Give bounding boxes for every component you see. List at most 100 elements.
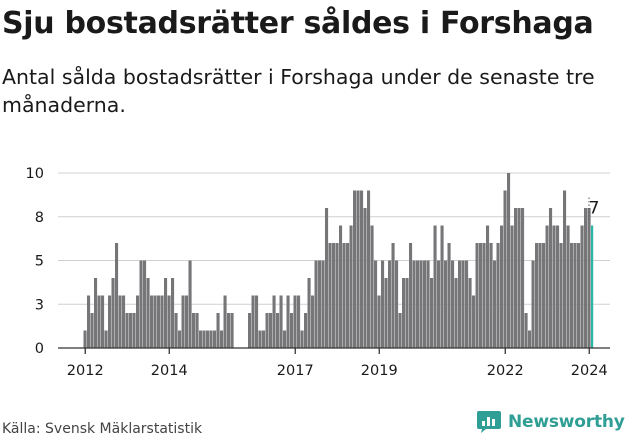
latest-value-label: 7	[589, 199, 600, 219]
bar	[185, 295, 189, 348]
bar	[276, 313, 280, 348]
bar	[517, 208, 521, 348]
bar	[430, 278, 434, 348]
bar	[174, 313, 178, 348]
bar	[125, 313, 129, 348]
bar	[426, 260, 430, 348]
bar	[437, 260, 441, 348]
bar	[283, 330, 287, 348]
bar	[419, 260, 423, 348]
bar	[451, 260, 455, 348]
bar	[528, 330, 532, 348]
bar-latest	[591, 225, 594, 348]
bar	[566, 225, 570, 348]
bar	[314, 260, 318, 348]
y-tick-label: 10	[26, 166, 44, 182]
bar	[90, 313, 94, 348]
bar	[160, 295, 164, 348]
bar-chart: 2012 2014 2017 2019 2022 2024 7 0 3 5 8 10	[26, 166, 610, 379]
bar	[549, 208, 553, 348]
bar	[325, 208, 329, 348]
bar	[258, 330, 262, 348]
x-axis: 2012 2014 2017 2019 2022 2024 7	[58, 197, 610, 379]
bar	[486, 225, 490, 348]
bar	[311, 295, 315, 348]
bar	[374, 260, 378, 348]
brand-name: Newsworthy	[508, 412, 625, 432]
x-tick-label: 2014	[151, 363, 188, 379]
bar	[398, 313, 402, 348]
bar	[580, 225, 584, 348]
bar	[297, 295, 301, 348]
bar	[510, 225, 514, 348]
bar	[458, 260, 462, 348]
bar	[206, 330, 210, 348]
x-tick-label: 2012	[67, 363, 104, 379]
bar	[402, 278, 406, 348]
bar	[503, 190, 507, 348]
bar	[227, 313, 231, 348]
bar	[472, 295, 476, 348]
bar	[531, 260, 535, 348]
y-tick-label: 8	[35, 210, 44, 226]
bar	[118, 295, 122, 348]
bar	[559, 243, 563, 348]
bar	[216, 313, 220, 348]
bar	[409, 243, 413, 348]
bar	[356, 190, 360, 348]
bar	[482, 243, 486, 348]
y-tick-label: 3	[35, 297, 44, 313]
bar	[213, 330, 217, 348]
bar	[290, 313, 294, 348]
bar	[493, 260, 497, 348]
bar	[104, 330, 108, 348]
chart-subtitle: Antal sålda bostadsrätter i Forshaga und…	[2, 65, 595, 117]
bar	[195, 313, 199, 348]
y-axis-labels: 0 3 5 8 10	[26, 166, 44, 357]
bar	[577, 243, 581, 348]
chart-title: Sju bostadsrätter såldes i Forshaga	[2, 6, 594, 41]
bar	[129, 313, 133, 348]
bar	[300, 330, 304, 348]
bar	[507, 173, 511, 348]
bar	[223, 295, 227, 348]
bar	[468, 278, 472, 348]
bar	[136, 295, 140, 348]
bar	[461, 260, 465, 348]
bar	[97, 295, 101, 348]
y-tick-label: 5	[35, 254, 44, 270]
bar	[171, 278, 175, 348]
bar	[454, 278, 458, 348]
bar	[475, 243, 479, 348]
bar	[447, 243, 451, 348]
bar	[584, 208, 588, 348]
bar	[153, 295, 157, 348]
bar	[209, 330, 213, 348]
x-tick-label: 2019	[361, 363, 398, 379]
bar	[192, 313, 196, 348]
bar	[202, 330, 206, 348]
bar-series	[83, 173, 594, 348]
bar	[115, 243, 119, 348]
newsworthy-logo[interactable]: Newsworthy	[476, 408, 625, 436]
bar	[307, 278, 311, 348]
bar	[370, 225, 374, 348]
bar	[339, 225, 343, 348]
bar	[377, 295, 381, 348]
bar	[489, 243, 493, 348]
bar	[111, 278, 115, 348]
y-tick-label: 0	[35, 341, 44, 357]
bar	[573, 243, 577, 348]
bar	[587, 208, 591, 348]
bar	[199, 330, 203, 348]
bar	[262, 330, 266, 348]
bar	[321, 260, 325, 348]
x-tick-label: 2024	[571, 363, 608, 379]
bar	[83, 330, 87, 348]
bar	[542, 243, 546, 348]
bar	[272, 295, 276, 348]
bar	[381, 260, 385, 348]
bar	[342, 243, 346, 348]
bar	[304, 313, 308, 348]
bar	[318, 260, 322, 348]
